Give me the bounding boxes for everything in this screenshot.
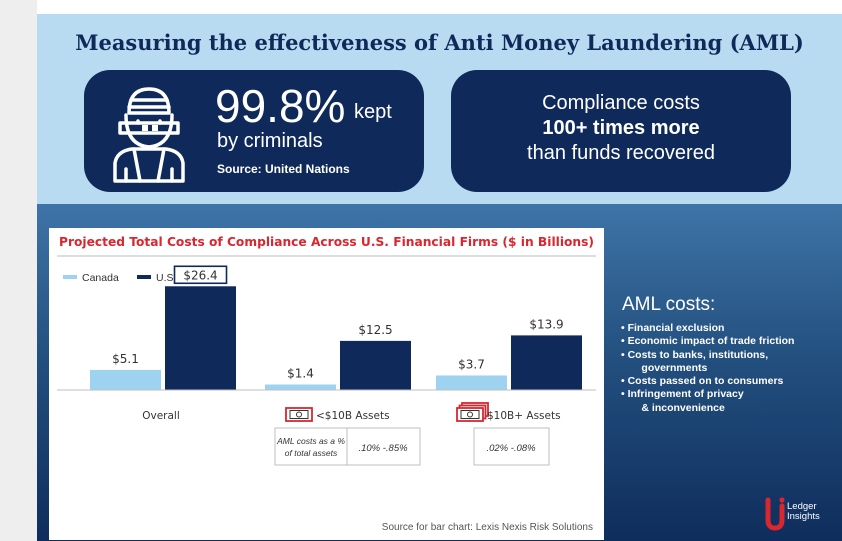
aml-costs-list: • Financial exclusion • Economic impact o… xyxy=(621,322,841,415)
aml-table-value: .10% -.85% xyxy=(358,443,408,454)
category-label: <$10B Assets xyxy=(316,410,390,422)
ledger-insights-logo: Ledger Insights xyxy=(764,496,842,532)
category-label: $10B+ Assets xyxy=(487,410,561,422)
criminal-icon xyxy=(113,87,185,183)
bar xyxy=(511,335,582,390)
compliance-line-2: 100+ times more xyxy=(542,117,700,139)
brand-line-1: Ledger xyxy=(787,501,817,512)
cash-icon-inner xyxy=(289,410,309,419)
compliance-line-1: Compliance costs xyxy=(542,92,700,114)
bottom-band: Projected Total Costs of Compliance Acro… xyxy=(37,204,842,541)
stat-source: Source: United Nations xyxy=(217,162,350,176)
data-label: $1.4 xyxy=(287,367,314,381)
compliance-line-3: than funds recovered xyxy=(527,142,715,164)
aml-cost-item: • Infringement of privacy xyxy=(621,388,744,401)
stat-card-compliance: Compliance costs 100+ times more than fu… xyxy=(451,70,791,192)
legend-label: Canada xyxy=(82,272,119,284)
brand-text: Ledger Insights xyxy=(787,502,820,522)
legend-label: U.S. xyxy=(156,272,176,284)
aml-cost-item: • Costs passed on to consumers xyxy=(621,375,784,388)
bar xyxy=(436,375,507,390)
stat-by-criminals: by criminals xyxy=(217,130,323,152)
aml-cost-item: • Economic impact of trade friction xyxy=(621,335,795,348)
aml-table-value: .02% -.08% xyxy=(486,443,536,454)
aml-table-label: AML costs as a % xyxy=(276,436,345,446)
chart-panel: Projected Total Costs of Compliance Acro… xyxy=(49,228,604,540)
aml-cost-item: governments xyxy=(621,361,708,374)
legend-swatch xyxy=(63,275,77,279)
data-label: $12.5 xyxy=(358,323,392,337)
aml-infographic: Measuring the effectiveness of Anti Mone… xyxy=(37,14,842,541)
cash-stack-icon xyxy=(456,407,484,422)
chart-source: Source for bar chart: Lexis Nexis Risk S… xyxy=(382,522,593,533)
data-label: $13.9 xyxy=(529,317,563,331)
bar-chart: Projected Total Costs of Compliance Acro… xyxy=(57,234,596,533)
bar xyxy=(340,340,411,390)
ledger-insights-icon xyxy=(765,497,785,531)
data-label: $5.1 xyxy=(112,352,139,366)
aml-cost-item: • Costs to banks, institutions, xyxy=(621,348,769,361)
cash-icon xyxy=(285,407,313,422)
aml-costs-title: AML costs: xyxy=(622,294,716,315)
brand-line-2: Insights xyxy=(787,511,820,522)
aml-cost-item: & inconvenience xyxy=(621,401,725,414)
chart-title: Projected Total Costs of Compliance Acro… xyxy=(59,234,594,249)
cash-icon-coin xyxy=(296,411,302,418)
left-gutter xyxy=(0,0,37,541)
category-label: Overall xyxy=(142,410,180,422)
cash-stack-icon-coin xyxy=(467,411,473,418)
bar xyxy=(265,384,336,390)
data-label: $26.4 xyxy=(183,268,217,282)
highlight-box xyxy=(173,265,228,285)
aml-cost-item: • Financial exclusion xyxy=(621,322,725,334)
legend-swatch xyxy=(137,275,151,279)
bar xyxy=(90,369,161,390)
cash-stack-icon-inner xyxy=(460,410,480,419)
main-title: Measuring the effectiveness of Anti Mone… xyxy=(75,30,804,55)
aml-table-label: of total assets xyxy=(285,448,338,458)
stat-kept: kept xyxy=(354,101,392,123)
bar xyxy=(165,286,236,390)
top-band: Measuring the effectiveness of Anti Mone… xyxy=(37,14,842,204)
stat-card-criminals: 99.8% kept by criminals Source: United N… xyxy=(84,70,424,192)
stat-percentage: 99.8% xyxy=(215,80,346,132)
data-label: $3.7 xyxy=(458,357,485,371)
aml-table-cell xyxy=(473,427,550,466)
